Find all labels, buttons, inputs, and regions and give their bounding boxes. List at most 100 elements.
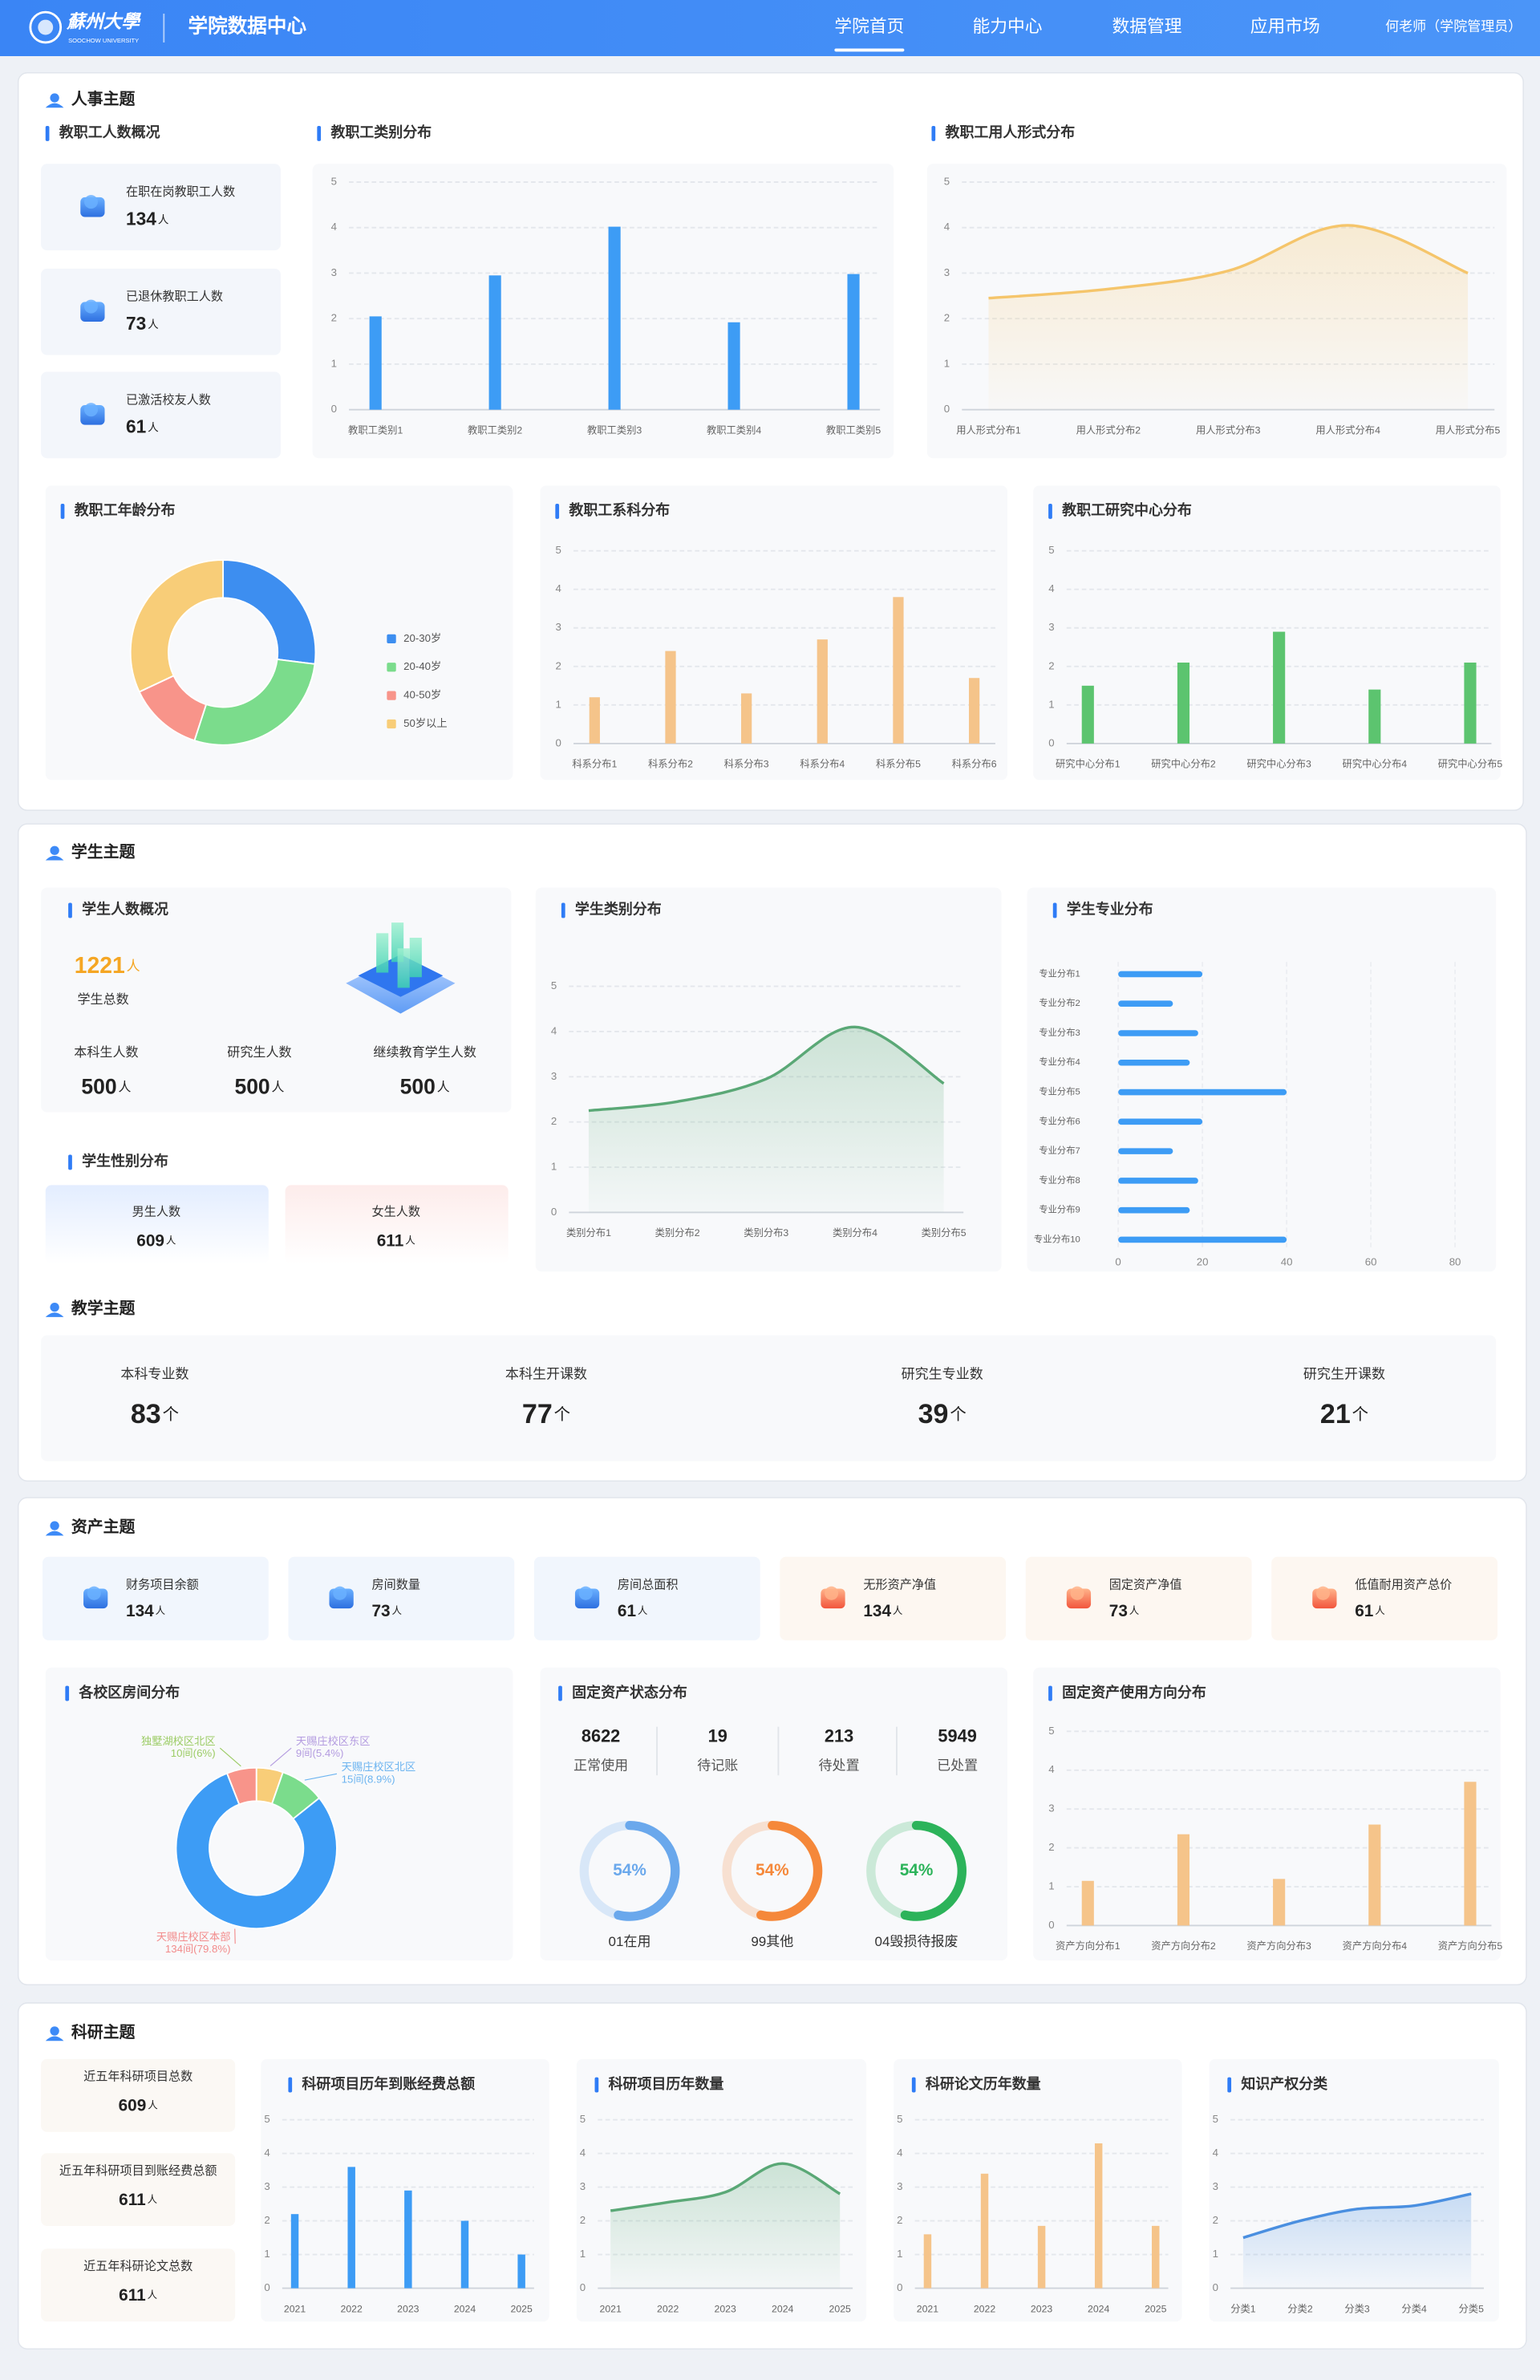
y-tick-label: 专业分布10	[1034, 1233, 1080, 1244]
stat-unit: 人	[1129, 1605, 1140, 1616]
x-tick-label: 2022	[657, 2303, 679, 2314]
slice-value: 134间(79.8%)	[165, 1943, 231, 1955]
stat-value: 611 人	[119, 2286, 157, 2305]
stat-value: 19	[708, 1726, 727, 1746]
y-tick-label: 0	[331, 403, 337, 415]
stat-label: 固定资产净值	[1109, 1579, 1182, 1592]
x-tick-label: 40	[1281, 1255, 1293, 1267]
bar	[980, 2173, 989, 2289]
x-tick-label: 分类3	[1344, 2303, 1370, 2314]
bar	[517, 2254, 525, 2289]
icon	[83, 299, 99, 314]
stat-label: 学生总数	[77, 992, 128, 1007]
slice-label: 天赐庄校区北区	[342, 1760, 416, 1773]
stat-value: 500 人	[234, 1074, 284, 1098]
y-tick-label: 2	[1213, 2214, 1218, 2226]
nav-item[interactable]: 能力中心	[973, 16, 1043, 36]
stat-box	[41, 371, 281, 459]
y-tick-label: 4	[1213, 2147, 1218, 2159]
legend-label: 20-30岁	[403, 632, 441, 644]
stat-label: 已激活校友人数	[126, 393, 211, 407]
illustration	[409, 938, 422, 978]
y-tick-label: 1	[1048, 1880, 1054, 1892]
title-marker	[561, 902, 565, 918]
slice-value: 9间(5.4%)	[296, 1747, 344, 1759]
stat-box	[1271, 1556, 1498, 1640]
icon	[578, 1586, 593, 1600]
title-marker	[45, 126, 50, 141]
bar	[1368, 1824, 1381, 1926]
bar	[1177, 662, 1190, 744]
bar	[608, 226, 621, 410]
bar	[1118, 1089, 1287, 1096]
legend-swatch	[387, 691, 396, 700]
area-fill	[588, 1027, 944, 1213]
panel-title: 科研项目历年到账经费总额	[302, 2075, 475, 2092]
y-tick-label: 0	[264, 2281, 270, 2293]
donut-slice	[175, 1772, 338, 1930]
y-tick-label: 0	[551, 1206, 557, 1218]
x-tick-label: 2025	[829, 2303, 851, 2314]
title-marker	[911, 2077, 916, 2093]
x-tick-label: 2025	[510, 2303, 532, 2314]
app-title: 学院数据中心	[188, 14, 307, 38]
icon	[87, 1586, 101, 1600]
stat-value: 39 个	[918, 1399, 967, 1429]
ring-caption: 01在用	[609, 1934, 651, 1949]
user-name[interactable]: 何老师（学院管理员）	[1385, 19, 1522, 34]
x-tick-label: 分类4	[1401, 2303, 1427, 2314]
y-tick-label: 专业分布5	[1039, 1086, 1080, 1097]
stat-unit: 人	[156, 1605, 166, 1616]
nav-underline	[834, 48, 905, 52]
x-tick-label: 资产方向分布3	[1246, 1940, 1311, 1952]
y-tick-label: 4	[556, 582, 561, 594]
stat-label: 待处置	[819, 1758, 860, 1773]
y-tick-label: 4	[264, 2147, 270, 2159]
section-icon	[45, 103, 64, 108]
title-marker	[1227, 2077, 1232, 2093]
donut-slice	[225, 1766, 257, 1806]
bar	[1464, 662, 1477, 744]
area-fill	[988, 225, 1469, 410]
y-tick-label: 3	[1048, 621, 1054, 633]
nav-item[interactable]: 数据管理	[1112, 16, 1182, 36]
x-tick-label: 2022	[341, 2303, 363, 2314]
nav-item[interactable]: 应用市场	[1250, 16, 1320, 36]
stat-value: 5949	[938, 1726, 976, 1746]
y-tick-label: 4	[1048, 1763, 1054, 1775]
x-tick-label: 教职工类别2	[468, 424, 522, 436]
stat-box	[41, 2058, 236, 2132]
bar	[290, 2214, 299, 2289]
x-tick-label: 用人形式分布5	[1436, 424, 1501, 436]
y-tick-label: 1	[1213, 2248, 1218, 2260]
x-tick-label: 研究中心分布3	[1246, 758, 1311, 770]
stat-number: 500	[400, 1074, 436, 1098]
x-tick-label: 类别分布5	[922, 1227, 967, 1239]
section-icon	[45, 1312, 64, 1317]
panel-title: 教职工系科分布	[569, 501, 670, 518]
nav-item[interactable]: 学院首页	[834, 16, 904, 36]
stat-value: 213	[825, 1726, 853, 1746]
y-tick-label: 0	[944, 403, 950, 415]
panel	[540, 485, 1008, 780]
x-tick-label: 2021	[917, 2303, 938, 2314]
stat-label: 研究生人数	[227, 1045, 291, 1060]
icon	[83, 195, 99, 209]
stat-label: 继续教育学生人数	[373, 1045, 476, 1060]
x-tick-label: 研究中心分布5	[1438, 758, 1503, 770]
stat-label: 已处置	[937, 1758, 978, 1773]
y-tick-label: 3	[897, 2180, 902, 2192]
x-tick-label: 类别分布2	[655, 1227, 700, 1239]
stat-unit: 个	[554, 1405, 570, 1424]
panel	[1033, 1667, 1501, 1960]
y-tick-label: 4	[580, 2147, 586, 2159]
x-tick-label: 资产方向分布4	[1343, 1940, 1408, 1952]
panel	[261, 2058, 549, 2322]
stat-number: 611	[377, 1231, 404, 1250]
stat-number: 500	[81, 1074, 116, 1098]
slice-value: 10间(6%)	[171, 1747, 216, 1759]
stat-label: 正常使用	[573, 1757, 628, 1773]
legend-label: 20-40岁	[403, 660, 441, 672]
icon	[333, 1586, 347, 1600]
